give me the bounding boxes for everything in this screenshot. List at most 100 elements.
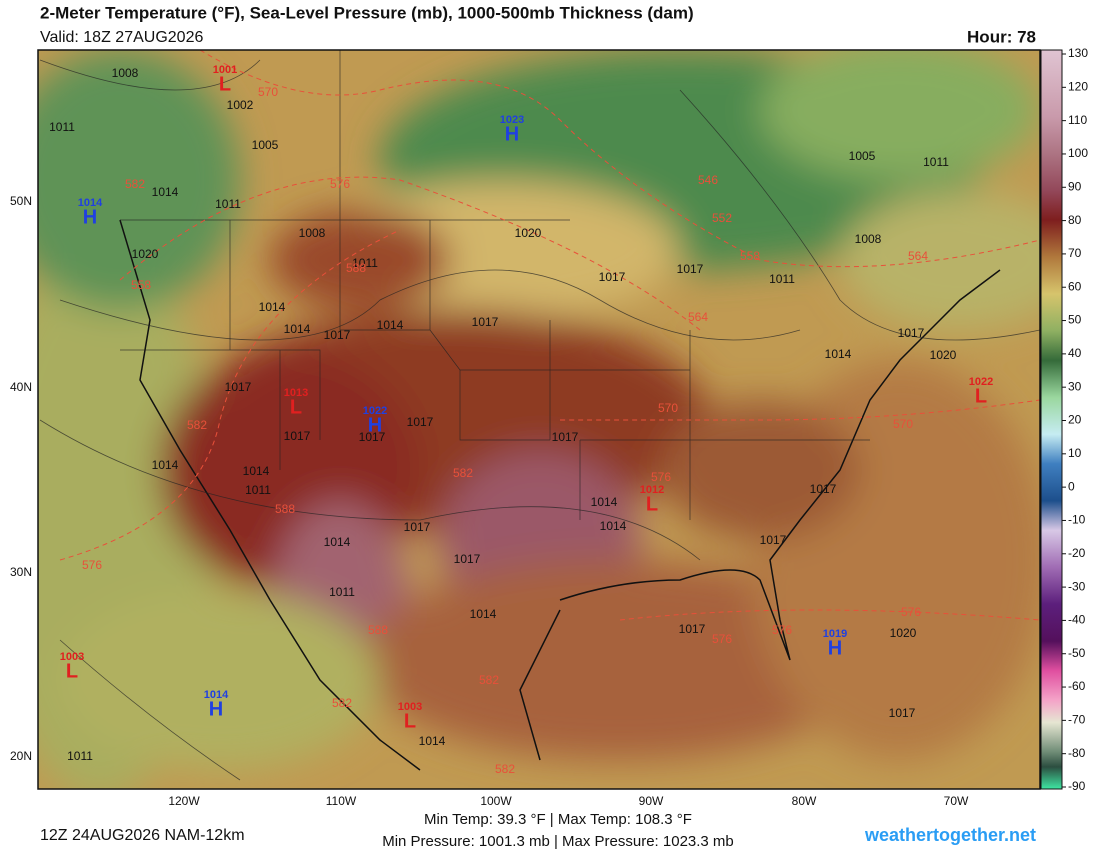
pressure-value: 1003: [398, 701, 422, 713]
lat-label: 30N: [10, 565, 32, 579]
isobar-label: 1008: [112, 66, 139, 80]
thickness-label: 588: [275, 502, 295, 516]
thickness-label: 576: [651, 470, 671, 484]
isobar-label: 1017: [552, 430, 579, 444]
map-frame: [37, 49, 1041, 790]
isobar-label: 1017: [404, 520, 431, 534]
isobar-label: 1017: [898, 326, 925, 340]
isobar-label: 1020: [890, 626, 917, 640]
lon-label: 110W: [326, 794, 357, 808]
colorbar-label: -10: [1068, 513, 1086, 527]
isobar-label: 1002: [227, 98, 254, 112]
pressure-value: 1012: [640, 484, 664, 496]
lon-label: 120W: [168, 794, 200, 808]
colorbar-label: 40: [1068, 346, 1082, 360]
colorbar-label: 10: [1068, 446, 1082, 460]
thickness-label: 582: [332, 696, 352, 710]
thickness-label: 558: [131, 278, 151, 292]
colorbar-label: 90: [1068, 179, 1082, 193]
thickness-label: 576: [901, 605, 921, 619]
isobar-label: 1017: [359, 430, 386, 444]
lon-label: 90W: [639, 794, 664, 808]
lon-label: 100W: [480, 794, 512, 808]
pressure-range: Min Pressure: 1001.3 mb | Max Pressure: …: [382, 833, 734, 850]
isobars: [39, 59, 1040, 781]
isobar-label: 1014: [243, 464, 270, 478]
isobar-label: 1017: [889, 706, 916, 720]
thickness-label: 558: [740, 249, 760, 263]
thickness-label: 588: [346, 261, 366, 275]
isobar-label: 1014: [419, 734, 446, 748]
colorbar-label: 50: [1068, 313, 1082, 327]
colorbar-label: -20: [1068, 546, 1086, 560]
thickness-label: 564: [688, 310, 708, 324]
isobar-label: 1017: [679, 622, 706, 636]
colorbar-label: -60: [1068, 679, 1086, 693]
isobar-label: 1017: [454, 552, 481, 566]
colorbar-label: 30: [1068, 379, 1082, 393]
colorbar-label: 70: [1068, 246, 1082, 260]
isobar-label: 1017: [599, 270, 626, 284]
isobar-label: 1008: [299, 226, 326, 240]
isobar-label: 1017: [760, 533, 787, 547]
title: 2-Meter Temperature (°F), Sea-Level Pres…: [40, 3, 694, 22]
thickness-label: 576: [330, 177, 350, 191]
isobar-label: 1014: [470, 607, 497, 621]
isobar-label: 1020: [132, 247, 159, 261]
pressure-value: 1022: [363, 405, 387, 417]
pressure-letter: H: [368, 414, 382, 436]
isobar-label: 1014: [284, 322, 311, 336]
colorbar: [1040, 49, 1063, 790]
pressure-value: 1001: [213, 64, 237, 76]
pressure-value: 1014: [204, 689, 229, 701]
pressure-value: 1013: [284, 387, 308, 399]
colorbar-label: -30: [1068, 579, 1086, 593]
pressure-letter: H: [209, 698, 223, 720]
pressure-letter: H: [505, 123, 519, 145]
isobar-label: 1008: [855, 232, 882, 246]
coastline: [119, 219, 1001, 771]
isobar-label: 1005: [252, 138, 279, 152]
borders: [120, 50, 870, 520]
pressure-letter: H: [828, 637, 842, 659]
colorbar-label: -70: [1068, 713, 1086, 727]
forecast-hour: Hour: 78: [967, 27, 1036, 46]
thickness-lines: [59, 50, 1040, 621]
thickness-label: 576: [772, 623, 792, 637]
isobar-label: 1017: [407, 415, 434, 429]
thickness-label: 582: [187, 418, 207, 432]
isobar-label: 1011: [923, 155, 949, 169]
colorbar-label: -90: [1068, 779, 1086, 793]
colorbar-label: -80: [1068, 746, 1086, 760]
pressure-letter: L: [66, 660, 78, 682]
colorbar-label: 60: [1068, 279, 1082, 293]
thickness-label: 570: [893, 417, 913, 431]
pressure-value: 1003: [60, 651, 84, 663]
colorbar-label: 120: [1068, 79, 1088, 93]
isobar-label: 1014: [152, 458, 179, 472]
thickness-label: 582: [479, 673, 499, 687]
isobar-label: 1014: [600, 519, 627, 533]
colorbar-label: 100: [1068, 146, 1088, 160]
isobar-label: 1011: [67, 749, 93, 763]
isobar-label: 1017: [324, 328, 351, 342]
thickness-label: 546: [698, 173, 718, 187]
isobar-label: 1017: [472, 315, 499, 329]
thickness-label: 570: [258, 85, 278, 99]
thickness-label: 576: [712, 632, 732, 646]
isobar-label: 1011: [769, 272, 795, 286]
colorbar-label: 0: [1068, 479, 1075, 493]
pressure-letter: L: [290, 396, 302, 418]
isobar-label: 1014: [377, 318, 404, 332]
pressure-letter: L: [219, 73, 231, 95]
isobar-label: 1005: [849, 149, 876, 163]
isobar-label: 1020: [930, 348, 957, 362]
model-run: 12Z 24AUG2026 NAM-12km: [40, 827, 245, 844]
isobar-label: 1011: [352, 256, 378, 270]
pressure-value: 1019: [823, 628, 847, 640]
colorbar-label: 130: [1068, 46, 1088, 60]
thickness-label: 582: [453, 466, 473, 480]
thickness-label: 570: [658, 401, 678, 415]
isobar-label: 1020: [515, 226, 542, 240]
